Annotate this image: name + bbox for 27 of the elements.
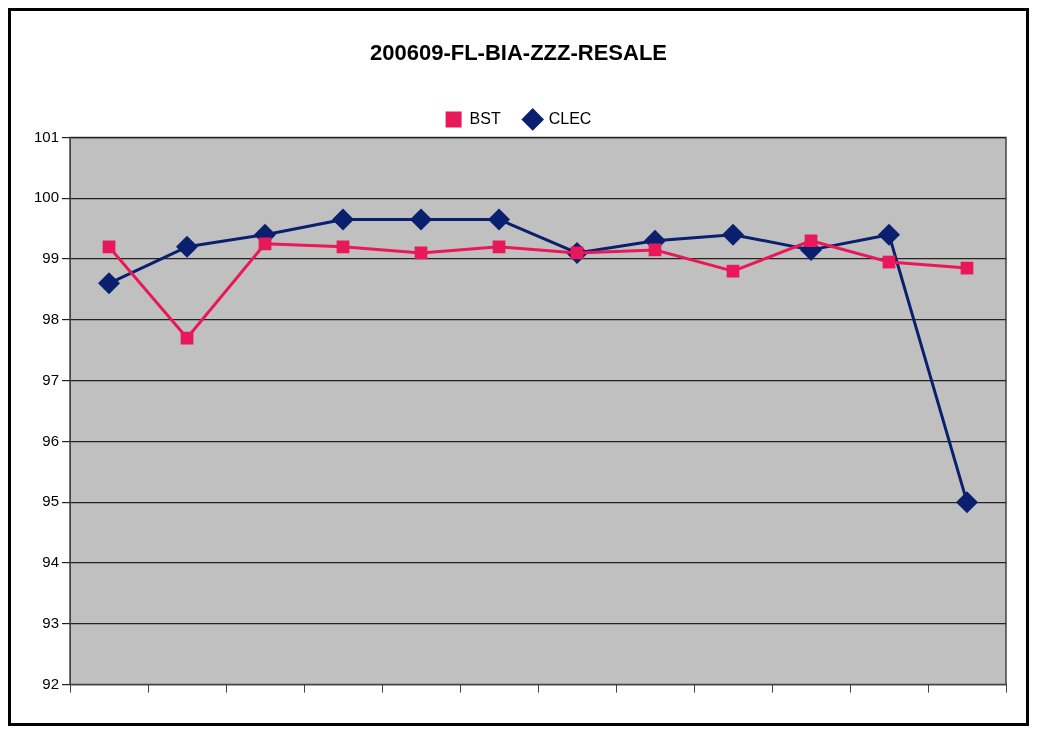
point — [726, 264, 740, 278]
y-tick-label: 94 — [42, 553, 60, 571]
y-tick-label: 92 — [42, 674, 60, 692]
point — [98, 272, 121, 295]
y-tick-label: 98 — [42, 309, 60, 327]
y-tick-label: 96 — [42, 431, 60, 449]
point — [956, 491, 978, 514]
point — [176, 235, 199, 258]
y-tick-label: 99 — [42, 249, 60, 267]
y-tick-label: 100 — [34, 188, 60, 206]
point — [878, 223, 900, 246]
point — [102, 240, 116, 254]
point — [258, 237, 272, 251]
y-tick-label: 101 — [34, 127, 60, 145]
point — [336, 240, 350, 254]
legend-label: BST — [469, 109, 501, 127]
y-tick-label: 95 — [42, 492, 60, 510]
point — [804, 234, 818, 248]
legend-label: CLEC — [548, 109, 592, 127]
y-tick-label: 97 — [42, 370, 60, 388]
point — [410, 208, 433, 231]
point — [488, 208, 511, 231]
chart-title: 200609-FL-BIA-ZZZ-RESALE — [369, 40, 668, 66]
point — [332, 208, 355, 231]
point — [492, 240, 506, 254]
point — [722, 223, 745, 246]
y-tick-label: 93 — [42, 613, 60, 631]
